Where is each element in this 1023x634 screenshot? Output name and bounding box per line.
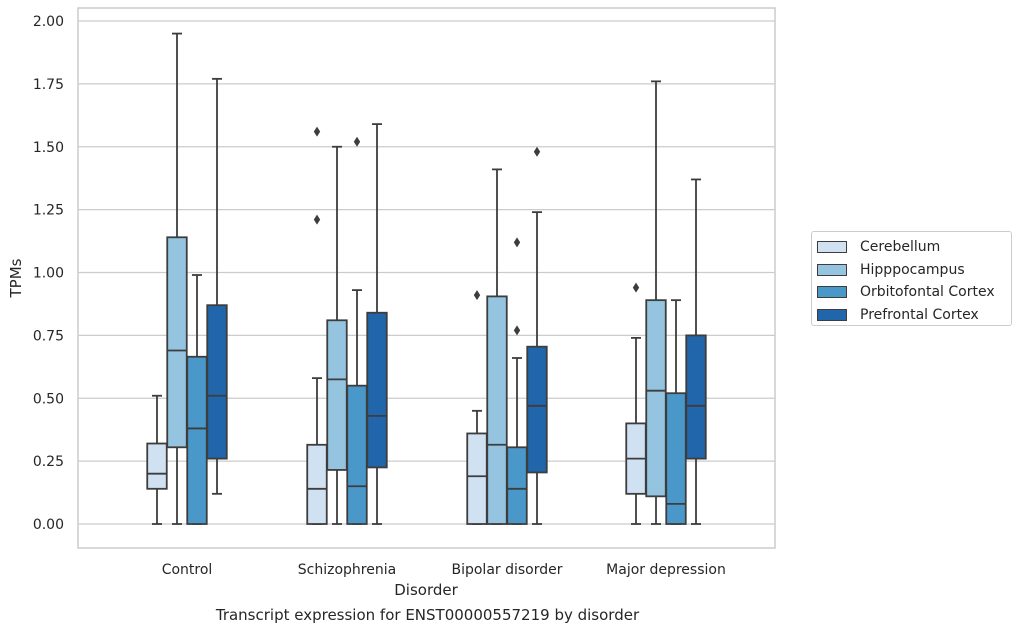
legend-swatch bbox=[817, 286, 847, 299]
outlier-point bbox=[353, 136, 361, 147]
box-orbitofontal-cortex-0 bbox=[186, 274, 208, 525]
x-axis-ticks: Control Schizophrenia Bipolar disorder Majo… bbox=[162, 562, 726, 578]
outlier-point bbox=[533, 146, 541, 157]
x-tick-label: Bipolar disorder bbox=[451, 562, 562, 578]
box-cerebellum-2 bbox=[466, 290, 488, 525]
outlier-point bbox=[513, 237, 521, 248]
box-iqr bbox=[146, 442, 168, 490]
y-tick-label: 0.75 bbox=[33, 328, 64, 344]
legend-label: Orbitofontal Cortex bbox=[860, 284, 995, 301]
box-iqr bbox=[366, 311, 388, 469]
outlier-point bbox=[313, 214, 321, 225]
x-tick-label: Control bbox=[162, 562, 213, 578]
plot-area bbox=[146, 32, 707, 525]
y-axis-ticks: 0.00 0.25 0.50 0.75 1.00 1.25 1.50 1.75 2.00 bbox=[33, 14, 64, 533]
box-prefrontal-cortex-0 bbox=[206, 77, 228, 495]
legend-item: Cerebellum bbox=[812, 236, 1011, 259]
box-hipppocampus-2 bbox=[486, 168, 508, 525]
box-iqr bbox=[466, 432, 488, 525]
box-iqr bbox=[645, 299, 667, 498]
y-tick-label: 0.00 bbox=[33, 517, 64, 533]
legend-item: Hipppocampus bbox=[812, 259, 1011, 282]
outlier-point bbox=[473, 290, 481, 301]
y-tick-label: 0.25 bbox=[33, 454, 64, 470]
box-iqr bbox=[326, 319, 348, 471]
box-prefrontal-cortex-1 bbox=[366, 123, 388, 525]
y-tick-label: 1.50 bbox=[33, 140, 64, 156]
box-iqr bbox=[685, 334, 707, 460]
box-iqr bbox=[306, 443, 328, 525]
outlier-point bbox=[313, 126, 321, 137]
y-tick-label: 1.25 bbox=[33, 203, 64, 219]
box-prefrontal-cortex-2 bbox=[526, 146, 548, 525]
plot-frame bbox=[77, 7, 776, 549]
box-orbitofontal-cortex-1 bbox=[346, 136, 368, 525]
box-hipppocampus-1 bbox=[326, 145, 348, 525]
figure-caption: Transcript expression for ENST0000055721… bbox=[215, 606, 640, 624]
box-cerebellum-3 bbox=[625, 282, 647, 525]
y-tick-label: 0.50 bbox=[33, 391, 64, 407]
x-tick-label: Schizophrenia bbox=[298, 562, 396, 578]
box-iqr bbox=[526, 345, 548, 474]
box-orbitofontal-cortex-3 bbox=[665, 299, 687, 525]
box-iqr bbox=[166, 236, 188, 449]
legend-swatch bbox=[817, 263, 847, 276]
outlier-point bbox=[513, 325, 521, 336]
box-iqr bbox=[486, 295, 508, 525]
box-orbitofontal-cortex-2 bbox=[506, 237, 528, 525]
outlier-point bbox=[632, 282, 640, 293]
box-iqr bbox=[346, 384, 368, 525]
box-cerebellum-0 bbox=[146, 394, 168, 525]
box-iqr bbox=[206, 304, 228, 460]
box-iqr bbox=[186, 355, 208, 525]
box-cerebellum-1 bbox=[306, 126, 328, 525]
box-hipppocampus-0 bbox=[166, 32, 188, 525]
x-tick-label: Major depression bbox=[606, 562, 726, 578]
box-hipppocampus-3 bbox=[645, 80, 667, 525]
legend-item: Prefrontal Cortex bbox=[812, 304, 1011, 327]
box-prefrontal-cortex-3 bbox=[685, 178, 707, 525]
legend-item: Orbitofontal Cortex bbox=[812, 281, 1011, 304]
legend-swatch bbox=[817, 308, 847, 321]
legend-swatch bbox=[817, 241, 847, 254]
y-tick-label: 1.75 bbox=[33, 77, 64, 93]
y-axis-label: TPMs bbox=[7, 258, 25, 298]
legend-label: Hipppocampus bbox=[860, 261, 965, 278]
legend-label: Prefrontal Cortex bbox=[860, 306, 979, 323]
x-axis-label: Disorder bbox=[394, 581, 458, 599]
box-iqr bbox=[506, 446, 528, 525]
y-tick-label: 2.00 bbox=[33, 14, 64, 30]
legend-label: Cerebellum bbox=[860, 239, 941, 256]
legend: Cerebellum Hipppocampus Orbitofontal Corte… bbox=[811, 231, 1012, 326]
y-tick-label: 1.00 bbox=[33, 266, 64, 282]
